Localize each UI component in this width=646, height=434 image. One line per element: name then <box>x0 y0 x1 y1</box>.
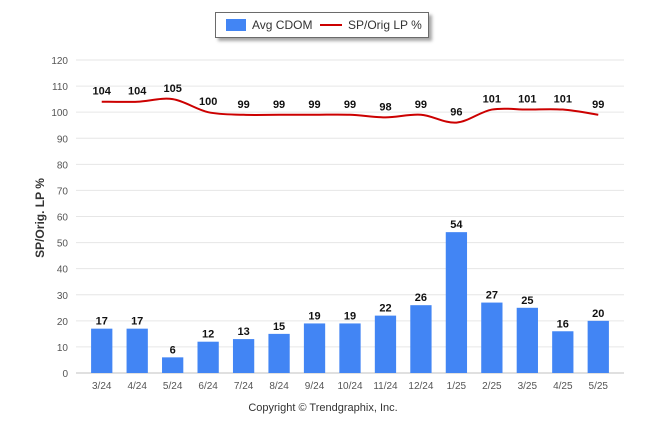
y-tick-label: 100 <box>51 108 68 119</box>
bar-value-label: 13 <box>237 326 249 338</box>
bar-value-label: 19 <box>308 310 320 322</box>
x-tick-label: 4/25 <box>553 381 573 392</box>
x-tick-label: 3/25 <box>518 381 538 392</box>
bar <box>587 320 609 373</box>
x-tick-label: 6/24 <box>198 381 218 392</box>
bar <box>339 323 361 373</box>
bar <box>268 333 290 373</box>
x-tick-label: 11/24 <box>373 381 398 392</box>
y-tick-label: 80 <box>57 160 69 171</box>
line-value-label: 104 <box>93 86 112 98</box>
bar <box>552 331 574 373</box>
bar-value-label: 26 <box>415 292 427 304</box>
line-value-label: 105 <box>163 83 181 95</box>
line-value-label: 99 <box>592 99 604 111</box>
y-tick-label: 10 <box>57 343 69 354</box>
bar-value-label: 12 <box>202 329 214 341</box>
bar-value-label: 17 <box>96 316 108 328</box>
y-tick-label: 110 <box>52 82 68 93</box>
bar <box>162 357 184 373</box>
line-value-label: 98 <box>379 101 391 113</box>
y-axis-label: SP/Orig. LP % <box>33 178 47 258</box>
bar <box>232 339 255 373</box>
legend-item-line[interactable]: SP/Orig LP % <box>320 13 422 37</box>
bar <box>445 232 468 373</box>
bar-value-label: 20 <box>592 308 604 320</box>
line-value-label: 101 <box>518 94 536 106</box>
series-line <box>101 97 599 124</box>
bar-value-label: 54 <box>450 219 463 231</box>
y-tick-label: 70 <box>57 186 69 197</box>
y-tick-label: 120 <box>51 56 68 67</box>
x-tick-label: 8/24 <box>269 381 289 392</box>
legend-bar-swatch <box>226 19 246 31</box>
y-tick-label: 50 <box>57 239 69 250</box>
copyright-footer: Copyright © Trendgraphix, Inc. <box>248 402 398 414</box>
bar <box>126 328 148 373</box>
x-tick-label: 4/24 <box>127 381 147 392</box>
y-tick-label: 30 <box>57 291 69 302</box>
y-tick-label: 60 <box>57 213 69 224</box>
x-axis-ticks: 3/24 4/24 5/24 6/24 7/24 8/24 9/24 10/24 11/24 12… <box>92 381 608 392</box>
bar-data-labels: 17 17 6 12 13 15 19 19 22 26 54 27 25 16 20 <box>96 219 605 356</box>
bar <box>197 341 219 373</box>
line-value-label: 100 <box>199 96 217 108</box>
legend-line-label: SP/Orig LP % <box>348 18 422 32</box>
line-value-label: 99 <box>273 99 285 111</box>
x-tick-label: 9/24 <box>305 381 325 392</box>
legend-line-swatch <box>320 24 342 26</box>
y-tick-label: 0 <box>62 369 68 380</box>
line-value-label: 104 <box>128 86 147 98</box>
y-tick-label: 20 <box>57 317 69 328</box>
bar-value-label: 22 <box>379 303 391 315</box>
line-value-label: 96 <box>450 107 462 119</box>
line-value-label: 99 <box>415 99 427 111</box>
bar <box>481 302 503 373</box>
x-tick-label: 7/24 <box>234 381 254 392</box>
bar-value-label: 15 <box>273 321 285 333</box>
bar-series <box>91 232 609 373</box>
bar-value-label: 25 <box>521 295 533 307</box>
line-data-labels: 104 104 105 100 99 99 99 99 98 99 96 101 101 101 99 <box>93 83 605 118</box>
x-tick-label: 1/25 <box>447 381 467 392</box>
y-tick-label: 40 <box>57 265 69 276</box>
line-value-label: 99 <box>237 99 249 111</box>
x-tick-label: 5/25 <box>589 381 609 392</box>
bar <box>91 328 113 373</box>
legend-bar-label: Avg CDOM <box>252 18 313 32</box>
x-tick-label: 2/25 <box>482 381 502 392</box>
chart-legend: Avg CDOM SP/Orig LP % <box>215 12 429 38</box>
legend-item-bar[interactable]: Avg CDOM <box>226 13 312 37</box>
y-axis-ticks: 0 10 20 30 40 50 60 70 80 90 100 110 120 <box>51 56 68 380</box>
bar <box>374 315 397 373</box>
bar <box>410 305 432 373</box>
y-tick-label: 90 <box>57 134 69 145</box>
line-value-label: 99 <box>308 99 320 111</box>
line-value-label: 101 <box>483 94 501 106</box>
bar-value-label: 27 <box>486 290 498 302</box>
bar <box>516 307 538 373</box>
bar-value-label: 6 <box>170 344 176 356</box>
line-value-label: 99 <box>344 99 356 111</box>
bar-value-label: 19 <box>344 310 356 322</box>
line-series <box>101 97 599 124</box>
bar <box>303 323 326 373</box>
line-value-label: 101 <box>554 94 572 106</box>
x-tick-label: 12/24 <box>408 381 433 392</box>
bar-value-label: 16 <box>557 318 569 330</box>
x-tick-label: 5/24 <box>163 381 183 392</box>
x-tick-label: 3/24 <box>92 381 112 392</box>
bar-value-label: 17 <box>131 316 143 328</box>
x-tick-label: 10/24 <box>337 381 362 392</box>
